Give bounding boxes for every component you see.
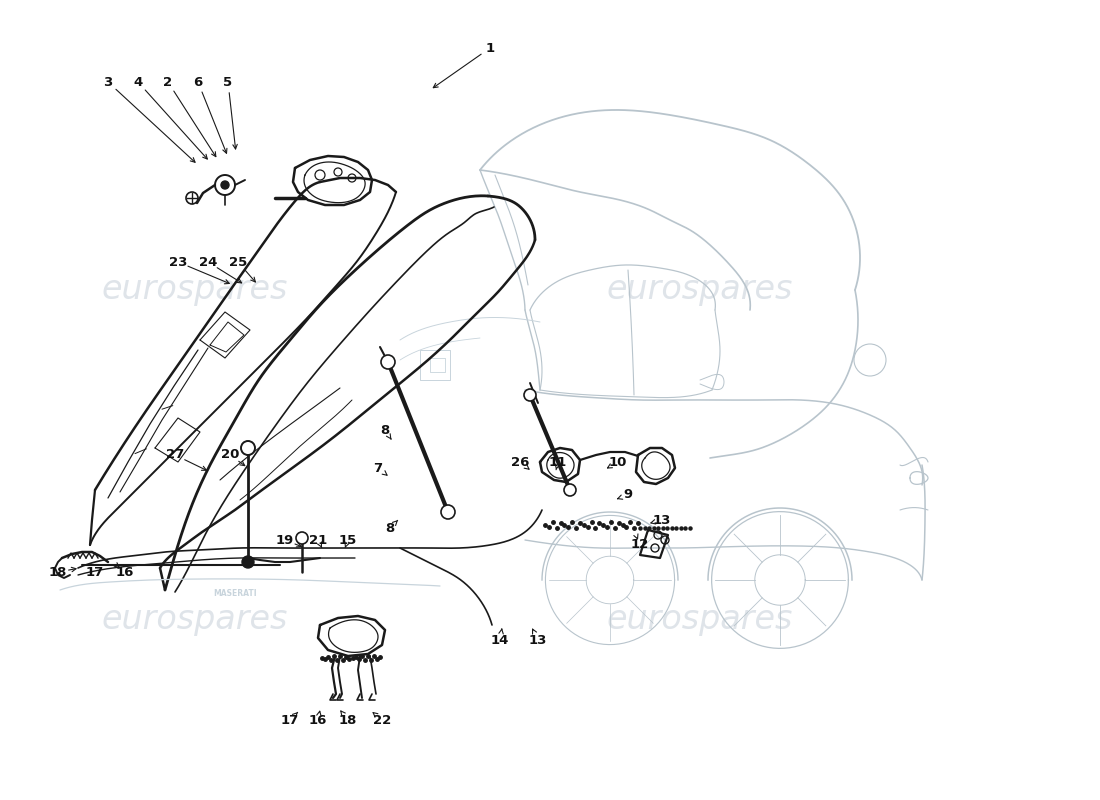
Text: 4: 4 (133, 75, 143, 89)
Text: 2: 2 (164, 75, 173, 89)
Circle shape (441, 505, 455, 519)
Text: 19: 19 (276, 534, 294, 546)
Text: 13: 13 (652, 514, 671, 526)
Text: 20: 20 (221, 449, 239, 462)
Text: 12: 12 (631, 538, 649, 551)
Text: 21: 21 (309, 534, 327, 546)
Circle shape (524, 389, 536, 401)
Text: 1: 1 (485, 42, 495, 54)
Text: eurospares: eurospares (102, 274, 288, 306)
Text: 17: 17 (280, 714, 299, 726)
Text: 18: 18 (339, 714, 358, 726)
Text: 5: 5 (223, 75, 232, 89)
Circle shape (381, 355, 395, 369)
Text: 9: 9 (624, 489, 632, 502)
Text: 3: 3 (103, 75, 112, 89)
Circle shape (242, 556, 254, 568)
Text: 11: 11 (549, 455, 568, 469)
Text: 26: 26 (510, 455, 529, 469)
Circle shape (221, 181, 229, 189)
Text: 8: 8 (385, 522, 395, 534)
Text: 22: 22 (373, 714, 392, 726)
Text: eurospares: eurospares (607, 603, 793, 637)
Text: 14: 14 (491, 634, 509, 646)
Text: 18: 18 (48, 566, 67, 578)
Text: eurospares: eurospares (102, 603, 288, 637)
Text: 17: 17 (86, 566, 104, 578)
Circle shape (564, 484, 576, 496)
Text: 7: 7 (373, 462, 383, 474)
Text: 13: 13 (529, 634, 547, 646)
Text: 16: 16 (309, 714, 327, 726)
Text: 6: 6 (194, 75, 202, 89)
Circle shape (186, 192, 198, 204)
Text: 23: 23 (168, 255, 187, 269)
Text: 8: 8 (381, 423, 389, 437)
Text: 10: 10 (608, 455, 627, 469)
Text: 24: 24 (199, 255, 217, 269)
Circle shape (296, 532, 308, 544)
Circle shape (241, 441, 255, 455)
Text: 27: 27 (166, 449, 184, 462)
Text: 25: 25 (229, 255, 248, 269)
Text: 16: 16 (116, 566, 134, 578)
Text: MASERATI: MASERATI (213, 590, 256, 598)
Text: 15: 15 (339, 534, 358, 546)
Text: eurospares: eurospares (607, 274, 793, 306)
